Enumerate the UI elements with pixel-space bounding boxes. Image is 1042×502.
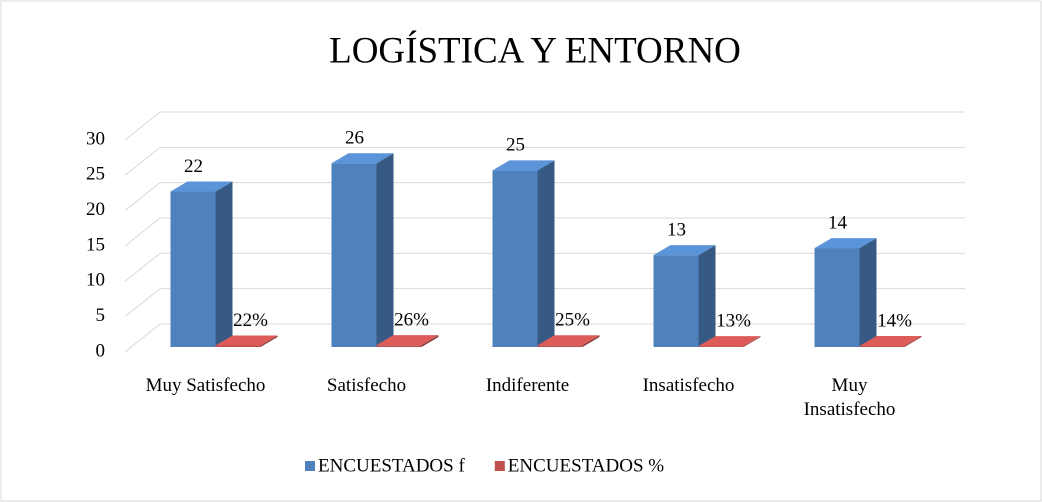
bar-top [170, 181, 233, 192]
bar-top [859, 336, 922, 347]
grid-line [124, 146, 965, 176]
bar-side [537, 160, 555, 347]
bar-top [814, 238, 877, 249]
bar-side [859, 238, 877, 347]
bar-front [859, 346, 905, 347]
x-tick-label: Muy Insatisfecho [803, 375, 896, 420]
legend-label: ENCUESTADOS f [318, 455, 465, 476]
x-tick-label: Satisfecho [326, 375, 407, 396]
y-tick-label: 25 [86, 164, 105, 185]
y-tick-label: 30 [86, 128, 105, 149]
bar-front [698, 346, 744, 347]
data-label: 26% [394, 310, 429, 331]
y-tick-label: 0 [96, 340, 106, 361]
bar-front [814, 248, 860, 347]
bar-side [376, 153, 394, 347]
legend-swatch [494, 461, 505, 471]
bar-front [537, 345, 583, 347]
legend-label: ENCUESTADOS % [508, 455, 664, 476]
grid-line [124, 182, 965, 212]
bar-top [215, 335, 278, 346]
data-label: 13% [716, 310, 751, 331]
chart-title: LOGÍSTICA Y ENTORNO [329, 29, 741, 71]
data-label: 13 [667, 219, 686, 240]
bar-top [698, 336, 761, 347]
data-label: 14% [877, 310, 912, 331]
y-tick-label: 10 [86, 270, 105, 291]
bar-front [376, 345, 422, 347]
bar-side [698, 245, 716, 347]
x-tick-label: Insatisfecho [642, 375, 735, 396]
bar-top [376, 335, 439, 346]
data-label: 22% [233, 310, 268, 331]
y-tick-label: 15 [86, 234, 105, 255]
bar-side [215, 181, 233, 347]
data-label: 25% [555, 310, 590, 331]
bar-side [260, 335, 278, 347]
bar-top [537, 335, 600, 346]
y-tick-label: 20 [86, 199, 105, 220]
bar-top [331, 153, 394, 164]
data-label: 14 [828, 212, 848, 233]
bar-side [743, 336, 761, 347]
bar-top [653, 245, 716, 256]
bar-front [331, 163, 377, 347]
bar-front [492, 170, 538, 347]
data-label: 25 [506, 135, 525, 156]
bar-side [904, 336, 922, 347]
legend-swatch [305, 461, 315, 471]
bar-top [492, 160, 555, 171]
x-tick-label: Indiferente [485, 375, 570, 396]
data-label: 22 [184, 156, 203, 177]
bar-front [170, 191, 216, 347]
x-tick-label: Muy Satisfecho [145, 375, 266, 396]
grid-line [124, 217, 965, 247]
grid-line [124, 111, 965, 141]
bar-front [653, 255, 699, 347]
bar-side [582, 335, 600, 347]
data-label: 26 [345, 128, 364, 149]
y-tick-label: 5 [96, 305, 106, 326]
bar-front [215, 345, 261, 347]
bar-side [421, 335, 439, 347]
